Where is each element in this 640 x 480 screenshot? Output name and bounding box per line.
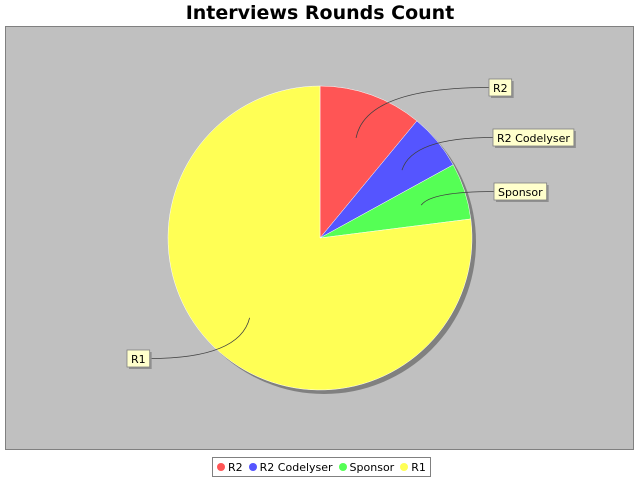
svg-text:R1: R1 <box>131 353 146 366</box>
legend-swatch <box>338 463 347 471</box>
label-box <box>493 182 548 201</box>
pie-slice-r1 <box>167 85 473 391</box>
slice-label-r2: R2 <box>355 78 514 138</box>
svg-text:Sponsor: Sponsor <box>498 186 543 199</box>
legend-swatch <box>217 463 225 471</box>
slice-label-r1: R1 <box>126 317 251 369</box>
label-connector <box>149 317 251 359</box>
label-connector <box>420 191 495 206</box>
legend-swatch <box>248 463 257 471</box>
svg-text:R2: R2 <box>493 82 508 95</box>
slice-label-sponsor: Sponsor <box>420 182 549 206</box>
legend-label: R2 <box>228 460 243 474</box>
legend-item-r1: R1 <box>400 461 426 474</box>
label-box <box>488 78 513 97</box>
pie-slice-r2 <box>319 85 418 239</box>
label-connector <box>355 87 490 138</box>
label-box <box>492 128 575 147</box>
slice-label-r2-codelyser: R2 Codelyser <box>401 128 576 171</box>
svg-text:R2 Codelyser: R2 Codelyser <box>497 132 570 145</box>
label-connector <box>401 137 494 171</box>
legend: R2 R2 Codelyser Sponsor R1 <box>212 457 431 477</box>
legend-item-r2: R2 <box>217 461 243 474</box>
legend-label: R2 Codelyser <box>259 460 333 474</box>
chart-title: Interviews Rounds Count <box>185 2 455 24</box>
legend-item-sponsor: Sponsor <box>338 460 395 474</box>
legend-label: Sponsor <box>349 460 395 474</box>
legend-item-r2-codelyser: R2 Codelyser <box>248 460 333 474</box>
legend-swatch <box>400 463 409 471</box>
label-box <box>126 349 151 368</box>
legend-label: R1 <box>411 460 426 474</box>
